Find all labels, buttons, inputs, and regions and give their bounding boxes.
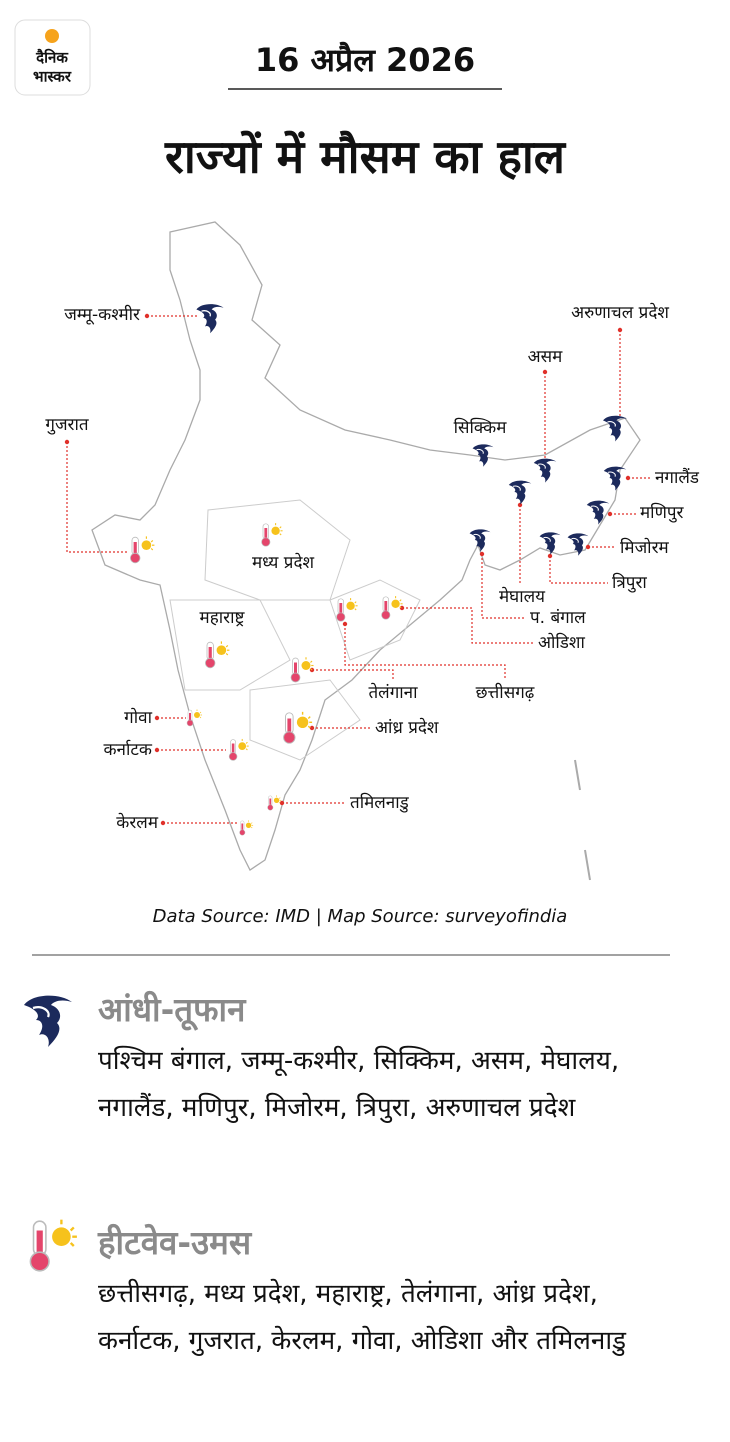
leader-dot [607,511,613,517]
leader-line [66,442,128,553]
leader-dot [160,820,166,826]
leader-dot [144,313,150,319]
leader-dot [479,551,485,557]
legend-section: आंधी-तूफान पश्चिम बंगाल, जम्मू-कश्मीर, स… [98,988,658,1132]
leader-line [549,556,608,584]
leader-dot [547,553,553,559]
state-label: मेघालय [499,586,546,607]
date: 16 अप्रैल 2026 [255,41,475,79]
leader-dot [399,605,405,611]
leader-dot [585,544,591,550]
state-label: महाराष्ट्र [200,608,246,628]
state-label: छत्तीसगढ़ [476,682,535,703]
storm-legend-icon [22,994,74,1049]
state-label: मणिपुर [640,502,685,523]
map-outline [91,221,641,871]
state-borders [169,499,421,761]
title: राज्यों में मौसम का हाल [164,130,567,184]
state-label: मध्य प्रदेश [252,552,315,573]
legend-section: हीटवेव-उमस छत्तीसगढ़, मध्य प्रदेश, महारा… [98,1221,658,1365]
islands [574,759,591,881]
legend-title: हीटवेव-उमस [98,1223,252,1262]
state-label: तमिलनाडु [350,792,410,813]
state-label: अरुणाचल प्रदेश [571,302,669,323]
leader-line [344,624,506,680]
leader-line [481,554,526,619]
leader-dot [542,369,548,375]
leader-dot [154,715,160,721]
leader-dot [279,800,285,806]
state-label: ओडिशा [538,632,585,653]
leader-line [312,669,394,680]
leader-dot [617,327,623,333]
logo-text: भास्कर [33,68,72,86]
logo-sun [45,29,59,43]
leader-line [402,607,534,644]
legend-title: आंधी-तूफान [98,990,246,1029]
state-label: गुजरात [45,415,89,435]
leader-dot [517,502,523,508]
leader-dot [309,725,315,731]
leader-dot [625,475,631,481]
state-label: तेलंगाना [368,682,418,703]
legend-text: पश्चिम बंगाल, जम्मू-कश्मीर, सिक्किम, असम… [98,1046,620,1123]
state-label: कर्नाटक [103,739,152,760]
source: Data Source: IMD | Map Source: surveyofi… [153,906,568,927]
leader-dot [154,747,160,753]
state-label: आंध्र प्रदेश [375,717,439,738]
leader-dot [64,439,70,445]
heat-legend-icon [29,1218,79,1272]
state-label: नगालैंड [655,467,700,488]
map-markers: जम्मू-कश्मीर अरुणाचल प्रदेश असम सिक्किम नगाल… [45,302,700,836]
state-label: मिजोरम [620,537,670,558]
state-label: प. बंगाल [530,608,586,628]
state-label: असम [528,347,563,367]
state-label: गोवा [124,707,152,728]
state-label: केरलम [116,812,159,833]
leader-dot [342,621,348,627]
state-label: त्रिपुरा [612,572,647,593]
state-label: सिक्किम [454,417,508,438]
logo-box [14,19,91,96]
state-label: जम्मू-कश्मीर [64,304,141,325]
logo-text: दैनिक [35,49,69,67]
legend-text: छत्तीसगढ़, मध्य प्रदेश, महाराष्ट्र, तेलं… [98,1279,627,1356]
